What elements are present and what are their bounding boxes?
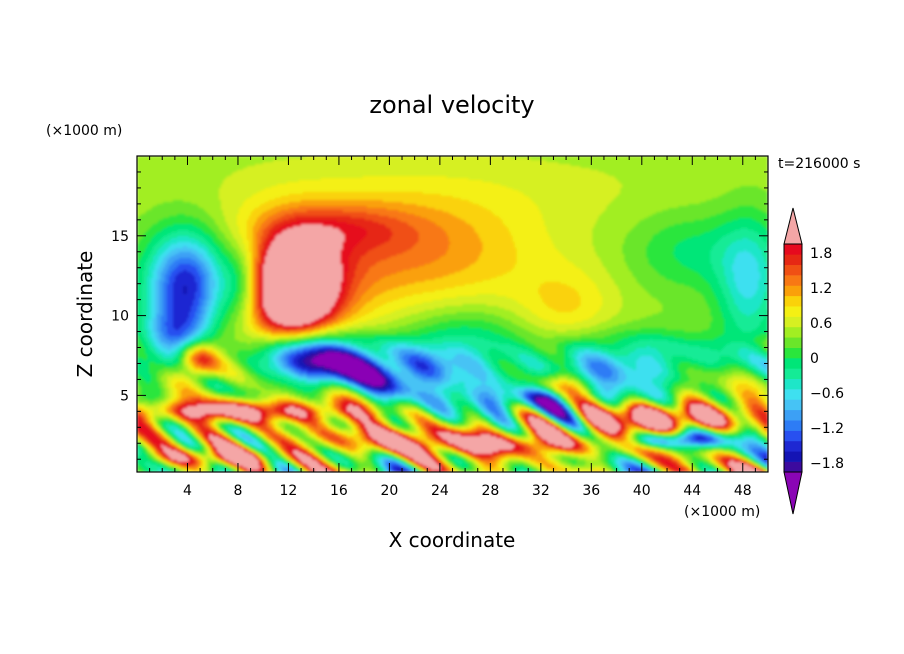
x-tick-label: 36 bbox=[582, 483, 600, 499]
y-unit-label: (×1000 m) bbox=[46, 123, 122, 139]
colorbar-swatch bbox=[784, 389, 802, 400]
colorbar-frame bbox=[783, 243, 803, 473]
y-tick-label: 5 bbox=[120, 388, 129, 404]
colorbar-swatch bbox=[784, 326, 802, 338]
time-label: t=216000 s bbox=[778, 156, 860, 172]
colorbar-swatch bbox=[784, 358, 802, 369]
colorbar-tick-label: 1.8 bbox=[810, 246, 832, 262]
x-tick-label: 28 bbox=[481, 483, 499, 499]
colorbar-swatch bbox=[784, 264, 802, 276]
colorbar-tick-label: 0 bbox=[810, 351, 819, 367]
y-axis-label: Z coordinate bbox=[73, 251, 97, 378]
colorbar-max-arrow bbox=[783, 207, 803, 245]
colorbar-swatch bbox=[784, 316, 802, 328]
colorbar-swatch bbox=[784, 409, 802, 421]
colorbar-swatch bbox=[784, 275, 802, 286]
colorbar-swatch bbox=[784, 440, 802, 452]
contour-field bbox=[137, 156, 768, 472]
colorbar-swatch bbox=[784, 420, 802, 431]
y-axis-ticks: 5 10 15 bbox=[111, 171, 768, 460]
colorbar-tick-label: −1.8 bbox=[810, 456, 844, 472]
x-tick-label: 4 bbox=[183, 483, 192, 499]
colorbar-swatch bbox=[784, 430, 802, 442]
colorbar-swatch bbox=[784, 306, 802, 317]
colorbar-swatch bbox=[784, 451, 802, 462]
colorbar-swatch bbox=[784, 461, 802, 473]
colorbar-swatch bbox=[784, 285, 802, 297]
colorbar-swatch bbox=[784, 378, 802, 390]
colorbar-swatch bbox=[784, 244, 802, 255]
y-tick-label: 10 bbox=[111, 309, 129, 325]
x-tick-label: 48 bbox=[734, 483, 752, 499]
y-tick-label: 15 bbox=[111, 229, 129, 245]
x-tick-label: 40 bbox=[633, 483, 651, 499]
colorbar-swatch bbox=[784, 337, 802, 348]
colorbar-tick-label: 0.6 bbox=[810, 316, 832, 332]
chart-title: zonal velocity bbox=[369, 91, 534, 119]
x-tick-label: 8 bbox=[233, 483, 242, 499]
x-tick-label: 20 bbox=[380, 483, 398, 499]
x-tick-label: 32 bbox=[532, 483, 550, 499]
colorbar-tick-label: 1.2 bbox=[810, 281, 832, 297]
x-unit-label: (×1000 m) bbox=[684, 504, 760, 520]
colorbar-swatch bbox=[784, 254, 802, 266]
colorbar-tick-label: −1.2 bbox=[810, 421, 844, 437]
colorbar-min-arrow bbox=[783, 471, 803, 515]
colorbar-swatch bbox=[784, 399, 802, 411]
colorbar-swatch bbox=[784, 347, 802, 359]
x-tick-label: 16 bbox=[330, 483, 348, 499]
x-tick-label: 44 bbox=[683, 483, 701, 499]
x-tick-label: 24 bbox=[431, 483, 449, 499]
colorbar-swatch bbox=[784, 295, 802, 307]
colorbar: −1.8 −1.2 −0.6 0 0.6 1.2 1.8 bbox=[783, 207, 844, 515]
contour-field-image bbox=[137, 156, 768, 472]
colorbar-swatch bbox=[784, 368, 802, 380]
x-tick-label: 12 bbox=[280, 483, 298, 499]
x-axis-ticks: 4 8 12 16 20 24 28 32 36 40 44 48 bbox=[149, 156, 756, 499]
x-axis-label: X coordinate bbox=[389, 528, 516, 552]
colorbar-tick-label: −0.6 bbox=[810, 386, 844, 402]
